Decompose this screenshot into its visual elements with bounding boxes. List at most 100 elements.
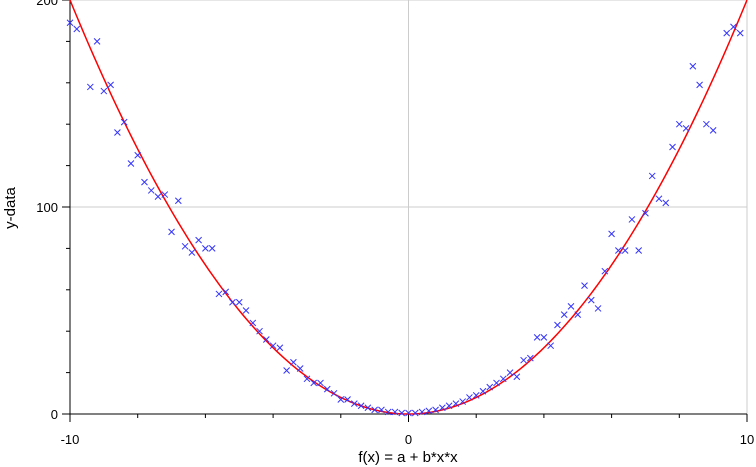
data-point: [540, 334, 548, 341]
data-point: [736, 29, 744, 37]
data-point: [574, 311, 582, 318]
data-point: [520, 356, 527, 364]
data-point: [337, 396, 345, 403]
data-point: [709, 127, 717, 134]
data-point: [493, 379, 500, 387]
data-point: [141, 178, 148, 186]
data-point: [208, 245, 216, 252]
data-point: [655, 195, 663, 203]
data-point: [608, 230, 615, 238]
data-point: [432, 406, 439, 414]
data-point: [405, 409, 412, 417]
x-tick-label: -10: [61, 432, 80, 447]
y-axis-label: y-data: [2, 187, 19, 229]
data-point: [229, 298, 236, 306]
data-point: [330, 389, 338, 397]
data-points: [66, 19, 744, 417]
y-tick-label: 200: [36, 0, 58, 8]
data-point: [174, 197, 182, 205]
data-point: [648, 172, 656, 180]
data-point: [587, 296, 595, 304]
data-point: [86, 83, 94, 91]
data-point: [66, 19, 74, 27]
grid-lines: [70, 0, 748, 414]
data-point: [276, 344, 284, 352]
data-point: [547, 342, 555, 350]
data-point: [486, 383, 494, 391]
x-tick-label: 0: [405, 432, 412, 447]
data-point: [594, 305, 602, 312]
data-point: [323, 385, 331, 393]
data-point: [418, 408, 426, 416]
data-point: [93, 38, 101, 45]
data-point: [479, 387, 487, 395]
data-point: [303, 375, 311, 383]
data-point: [466, 394, 473, 401]
data-point: [100, 87, 108, 95]
data-point: [188, 249, 196, 256]
ticks: [62, 0, 748, 422]
data-point: [249, 319, 257, 327]
data-point: [560, 311, 568, 318]
data-point: [296, 365, 304, 372]
data-point: [425, 407, 433, 415]
data-point: [452, 400, 460, 408]
data-point: [730, 23, 737, 31]
data-point: [567, 303, 575, 310]
data-point: [391, 408, 399, 416]
data-point: [635, 247, 643, 254]
data-point: [310, 379, 318, 387]
data-point: [161, 191, 169, 198]
data-point: [527, 354, 534, 362]
data-point: [242, 307, 250, 314]
data-point: [283, 367, 290, 374]
data-point: [675, 120, 683, 128]
data-point: [621, 247, 629, 254]
data-point: [154, 193, 162, 201]
data-point: [669, 143, 676, 151]
data-point: [371, 406, 379, 414]
data-point: [506, 369, 514, 376]
data-point: [459, 398, 467, 405]
data-point: [615, 247, 622, 254]
data-point: [134, 151, 142, 159]
fit-curve-line: [69, 0, 748, 415]
data-point: [682, 124, 690, 132]
data-point: [364, 404, 372, 412]
data-point: [628, 216, 636, 223]
data-point: [256, 327, 263, 335]
data-point: [499, 375, 507, 383]
data-point: [438, 404, 446, 412]
data-point: [398, 409, 406, 417]
data-point: [533, 334, 541, 341]
data-point: [290, 358, 297, 366]
data-point: [262, 336, 270, 343]
data-point: [235, 298, 243, 306]
data-point: [350, 400, 358, 408]
x-axis-label: f(x) = a + b*x*x: [358, 449, 458, 466]
data-point: [344, 396, 351, 403]
data-point: [269, 342, 277, 350]
data-point: [127, 160, 135, 167]
data-point: [215, 290, 223, 298]
data-point: [411, 409, 419, 417]
data-point: [445, 402, 453, 410]
data-point: [357, 402, 365, 410]
data-point: [642, 209, 649, 217]
data-point: [378, 406, 385, 414]
data-point: [689, 62, 697, 70]
data-point: [222, 288, 230, 296]
y-tick-label: 100: [36, 200, 58, 215]
data-point: [168, 228, 175, 236]
data-point: [107, 81, 114, 89]
data-point: [317, 379, 324, 387]
data-point: [703, 120, 710, 128]
data-point: [581, 282, 588, 290]
data-point: [662, 199, 670, 207]
data-point: [554, 321, 561, 329]
data-point: [472, 392, 480, 399]
data-point: [195, 236, 202, 244]
data-point: [601, 267, 609, 275]
